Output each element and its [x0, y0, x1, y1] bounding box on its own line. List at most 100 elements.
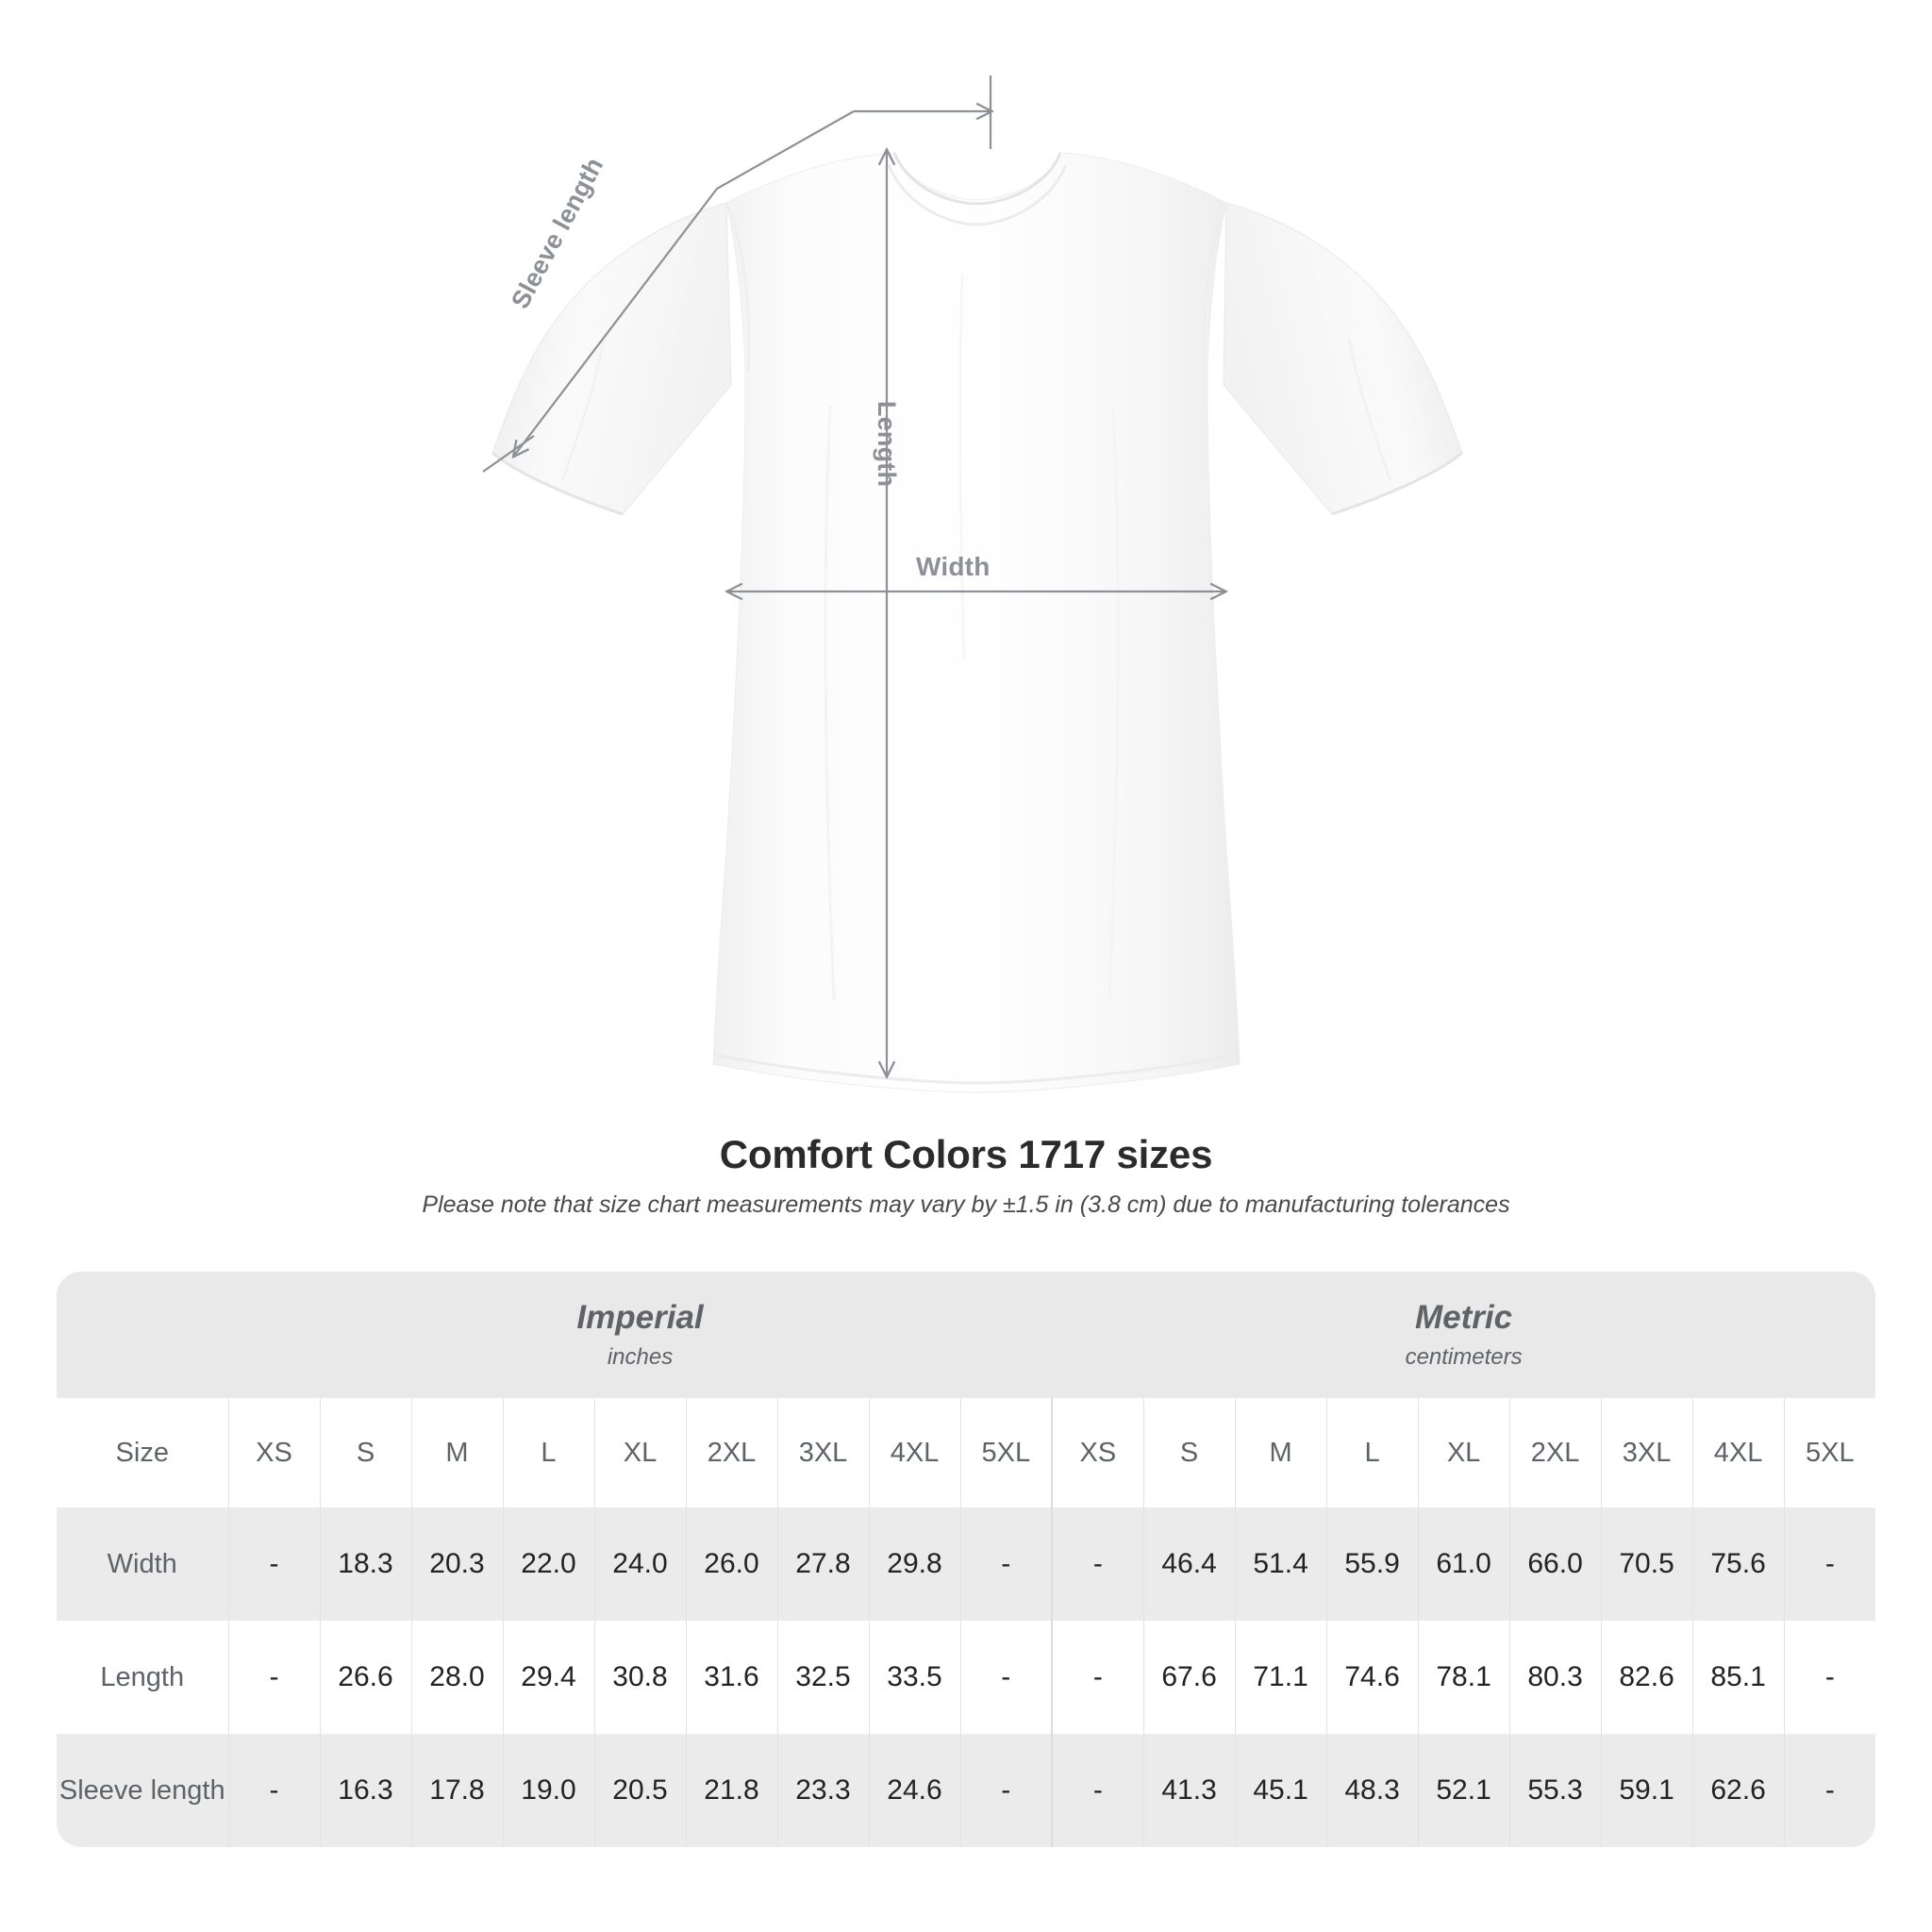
size-header-imperial-m: M	[410, 1398, 503, 1507]
cell-length-metric-3xl: 82.6	[1600, 1621, 1693, 1734]
cell-length-metric-m: 71.1	[1234, 1621, 1327, 1734]
unit-group-name: Metric	[1415, 1298, 1513, 1336]
cell-width-imperial-5xl: -	[959, 1507, 1053, 1621]
cell-length-metric-s: 67.6	[1142, 1621, 1236, 1734]
cell-width-imperial-3xl: 27.8	[776, 1507, 869, 1621]
size-header-metric-m: M	[1234, 1398, 1327, 1507]
unit-row-corner-left	[57, 1272, 228, 1398]
cell-sleeve-length-metric-3xl: 59.1	[1600, 1734, 1693, 1847]
chart-header: Comfort Colors 1717 sizes Please note th…	[0, 1132, 1932, 1219]
tshirt-silhouette	[491, 152, 1463, 1093]
cell-length-imperial-xl: 30.8	[593, 1621, 686, 1734]
size-header-imperial-xs: XS	[227, 1398, 320, 1507]
size-header-metric-4xl: 4XL	[1691, 1398, 1785, 1507]
unit-group-imperial: Imperial inches	[228, 1272, 1053, 1398]
table-row: Width -18.3 20.3 22.0 24.0 26.0 27.8 29.8- -46.4…	[57, 1507, 1876, 1621]
cell-width-metric-m: 51.4	[1234, 1507, 1327, 1621]
unit-group-row: Imperial inches Metric centimeters	[57, 1272, 1876, 1398]
cell-sleeve-length-metric-xs: -	[1051, 1734, 1144, 1847]
cell-width-imperial-m: 20.3	[410, 1507, 503, 1621]
cell-sleeve-length-metric-m: 45.1	[1234, 1734, 1327, 1847]
cell-sleeve-length-metric-4xl: 62.6	[1691, 1734, 1785, 1847]
cell-sleeve-length-metric-2xl: 55.3	[1508, 1734, 1602, 1847]
unit-group-metric: Metric centimeters	[1052, 1272, 1876, 1398]
size-header-imperial-s: S	[319, 1398, 411, 1507]
cell-length-imperial-s: 26.6	[319, 1621, 411, 1734]
cell-length-metric-2xl: 80.3	[1508, 1621, 1602, 1734]
size-header-imperial-5xl: 5XL	[959, 1398, 1053, 1507]
garment-illustration: Sleeve length Length Width	[482, 75, 1463, 1093]
tshirt-diagram	[482, 75, 1463, 1093]
dimension-lines	[482, 75, 1224, 1075]
size-header-metric-2xl: 2XL	[1508, 1398, 1602, 1507]
unit-group-unit: centimeters	[1405, 1344, 1523, 1371]
cell-width-imperial-l: 22.0	[502, 1507, 594, 1621]
cell-length-imperial-l: 29.4	[502, 1621, 594, 1734]
size-header-metric-l: L	[1325, 1398, 1419, 1507]
cell-width-imperial-s: 18.3	[319, 1507, 411, 1621]
size-header-metric-xl: XL	[1417, 1398, 1510, 1507]
size-table-container: Imperial inches Metric centimeters Size XS S M L…	[57, 1272, 1876, 1847]
cell-width-metric-s: 46.4	[1142, 1507, 1236, 1621]
cell-width-metric-5xl: -	[1783, 1507, 1876, 1621]
cell-width-metric-2xl: 66.0	[1508, 1507, 1602, 1621]
size-header-metric-s: S	[1142, 1398, 1236, 1507]
measure-label-length: Length	[57, 1621, 228, 1734]
cell-width-metric-xl: 61.0	[1417, 1507, 1510, 1621]
size-header-metric-3xl: 3XL	[1600, 1398, 1693, 1507]
cell-sleeve-length-metric-xl: 52.1	[1417, 1734, 1510, 1847]
cell-sleeve-length-metric-s: 41.3	[1142, 1734, 1236, 1847]
cell-length-metric-l: 74.6	[1325, 1621, 1419, 1734]
size-header-label: Size	[57, 1398, 228, 1507]
sleeve-length-dimension	[482, 75, 991, 473]
cell-length-metric-xl: 78.1	[1417, 1621, 1510, 1734]
size-header-imperial-l: L	[502, 1398, 594, 1507]
page-title: Comfort Colors 1717 sizes	[719, 1132, 1213, 1176]
cell-width-metric-3xl: 70.5	[1600, 1507, 1693, 1621]
cell-width-metric-l: 55.9	[1325, 1507, 1419, 1621]
cell-length-imperial-5xl: -	[959, 1621, 1053, 1734]
cell-sleeve-length-metric-5xl: -	[1783, 1734, 1876, 1847]
cell-sleeve-length-imperial-l: 19.0	[502, 1734, 594, 1847]
cell-width-metric-4xl: 75.6	[1691, 1507, 1785, 1621]
cell-length-imperial-xs: -	[227, 1621, 320, 1734]
size-header-metric-xs: XS	[1051, 1398, 1144, 1507]
length-label: Length	[873, 401, 901, 488]
cell-sleeve-length-imperial-xs: -	[227, 1734, 320, 1847]
cell-sleeve-length-imperial-m: 17.8	[410, 1734, 503, 1847]
cell-sleeve-length-imperial-xl: 20.5	[593, 1734, 686, 1847]
size-header-imperial-4xl: 4XL	[868, 1398, 960, 1507]
table-row: Sleeve length -16.3 17.8 19.0 20.5 21.8 23.3 24…	[57, 1734, 1876, 1847]
cell-sleeve-length-imperial-s: 16.3	[319, 1734, 411, 1847]
cell-length-imperial-4xl: 33.5	[868, 1621, 960, 1734]
cell-width-metric-xs: -	[1051, 1507, 1144, 1621]
cell-length-imperial-2xl: 31.6	[685, 1621, 777, 1734]
cell-sleeve-length-metric-l: 48.3	[1325, 1734, 1419, 1847]
table-row: Length -26.6 28.0 29.4 30.8 31.6 32.5 33.5- -67.…	[57, 1621, 1876, 1734]
cell-sleeve-length-imperial-3xl: 23.3	[776, 1734, 869, 1847]
cell-width-imperial-2xl: 26.0	[685, 1507, 777, 1621]
measure-label-sleeve-length: Sleeve length	[57, 1734, 228, 1847]
cell-width-imperial-4xl: 29.8	[868, 1507, 960, 1621]
measure-label-width: Width	[57, 1507, 228, 1621]
cell-width-imperial-xs: -	[227, 1507, 320, 1621]
cell-length-imperial-m: 28.0	[410, 1621, 503, 1734]
size-header-imperial-3xl: 3XL	[776, 1398, 869, 1507]
cell-length-imperial-3xl: 32.5	[776, 1621, 869, 1734]
size-header-imperial-2xl: 2XL	[685, 1398, 777, 1507]
tolerance-note: Please note that size chart measurements…	[422, 1191, 1510, 1219]
cell-length-metric-4xl: 85.1	[1691, 1621, 1785, 1734]
cell-sleeve-length-imperial-2xl: 21.8	[685, 1734, 777, 1847]
unit-group-name: Imperial	[576, 1298, 704, 1336]
cell-length-metric-xs: -	[1051, 1621, 1144, 1734]
cell-length-metric-5xl: -	[1783, 1621, 1876, 1734]
size-header-imperial-xl: XL	[593, 1398, 686, 1507]
unit-group-unit: inches	[607, 1344, 674, 1371]
size-header-metric-5xl: 5XL	[1783, 1398, 1876, 1507]
size-chart-table: Imperial inches Metric centimeters Size XS S M L…	[57, 1272, 1876, 1847]
cell-sleeve-length-imperial-5xl: -	[959, 1734, 1053, 1847]
cell-sleeve-length-imperial-4xl: 24.6	[868, 1734, 960, 1847]
cell-width-imperial-xl: 24.0	[593, 1507, 686, 1621]
width-label: Width	[916, 552, 991, 581]
